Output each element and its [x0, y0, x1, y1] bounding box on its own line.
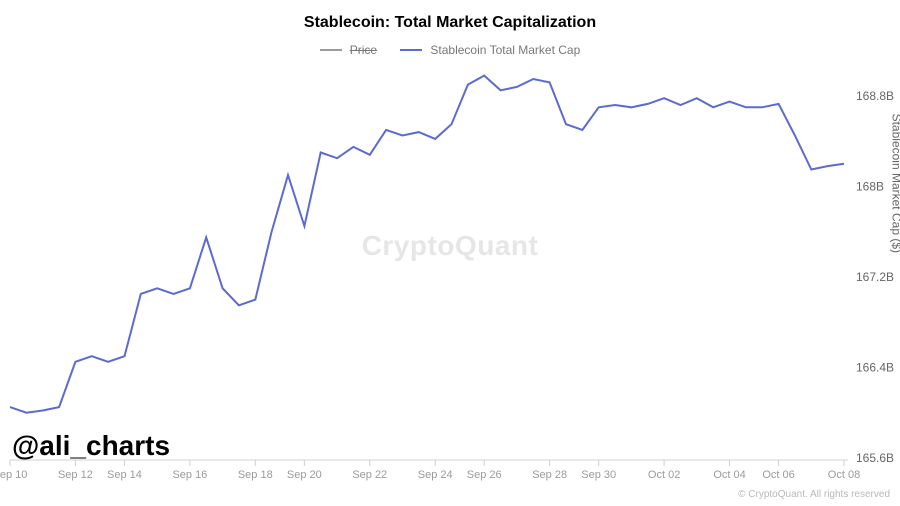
x-axis: Sep 10 Sep 12 Sep 14 Sep 16 Sep 18 Sep 20 Sep … — [0, 460, 860, 481]
y-axis: 165.6B 166.4B 167.2B 168B 168.8B — [856, 89, 894, 465]
svg-text:166.4B: 166.4B — [856, 360, 894, 374]
svg-text:Sep 10: Sep 10 — [0, 469, 27, 481]
credit-text: © CryptoQuant. All rights reserved — [738, 489, 890, 500]
chart-container: Stablecoin: Total Market Capitalization … — [0, 0, 900, 506]
y-axis-label: Stablecoin Market Cap ($) — [889, 114, 900, 253]
svg-text:Oct 08: Oct 08 — [828, 469, 860, 481]
svg-text:Sep 28: Sep 28 — [532, 469, 567, 481]
svg-text:Oct 06: Oct 06 — [762, 469, 794, 481]
svg-text:Oct 04: Oct 04 — [713, 469, 745, 481]
svg-text:Sep 24: Sep 24 — [418, 469, 453, 481]
svg-text:Sep 20: Sep 20 — [287, 469, 322, 481]
svg-text:Sep 14: Sep 14 — [107, 469, 142, 481]
svg-text:Oct 02: Oct 02 — [648, 469, 680, 481]
svg-text:Sep 16: Sep 16 — [172, 469, 207, 481]
svg-text:Sep 22: Sep 22 — [352, 469, 387, 481]
svg-text:167.2B: 167.2B — [856, 270, 894, 284]
author-tag: @ali_charts — [12, 430, 170, 462]
svg-text:Sep 18: Sep 18 — [238, 469, 273, 481]
svg-text:Sep 26: Sep 26 — [467, 469, 502, 481]
series-line-marketcap — [10, 76, 844, 413]
svg-text:Sep 12: Sep 12 — [58, 469, 93, 481]
svg-text:Sep 30: Sep 30 — [581, 469, 616, 481]
svg-text:168B: 168B — [856, 179, 884, 193]
svg-text:168.8B: 168.8B — [856, 89, 894, 103]
svg-text:165.6B: 165.6B — [856, 451, 894, 465]
